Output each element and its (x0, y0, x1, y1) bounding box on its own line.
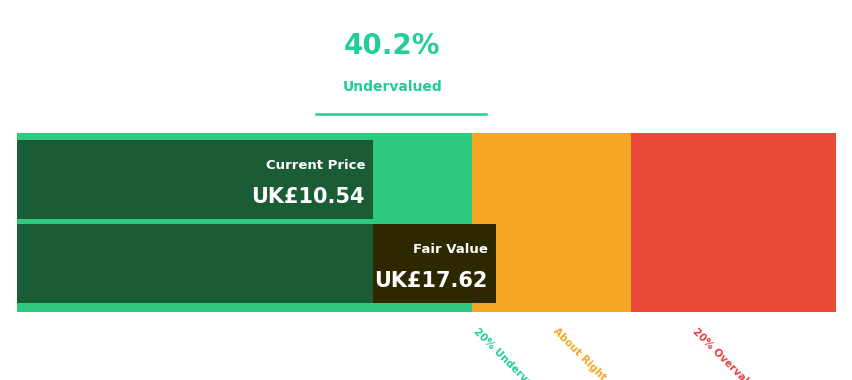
Text: Undervalued: Undervalued (343, 81, 441, 94)
Text: 20% Overvalued: 20% Overvalued (689, 326, 764, 380)
Text: About Right: About Right (550, 326, 607, 380)
Text: 40.2%: 40.2% (343, 32, 440, 60)
Bar (471, 133, 630, 312)
Bar (17, 140, 373, 219)
Text: Fair Value: Fair Value (412, 243, 487, 256)
Bar (630, 133, 835, 312)
Text: UK£10.54: UK£10.54 (251, 187, 365, 207)
Bar (17, 224, 496, 302)
Text: Current Price: Current Price (265, 159, 365, 172)
Bar (17, 133, 471, 312)
Text: 20% Undervalued: 20% Undervalued (471, 326, 551, 380)
Text: UK£17.62: UK£17.62 (374, 271, 487, 291)
Bar (373, 224, 496, 302)
